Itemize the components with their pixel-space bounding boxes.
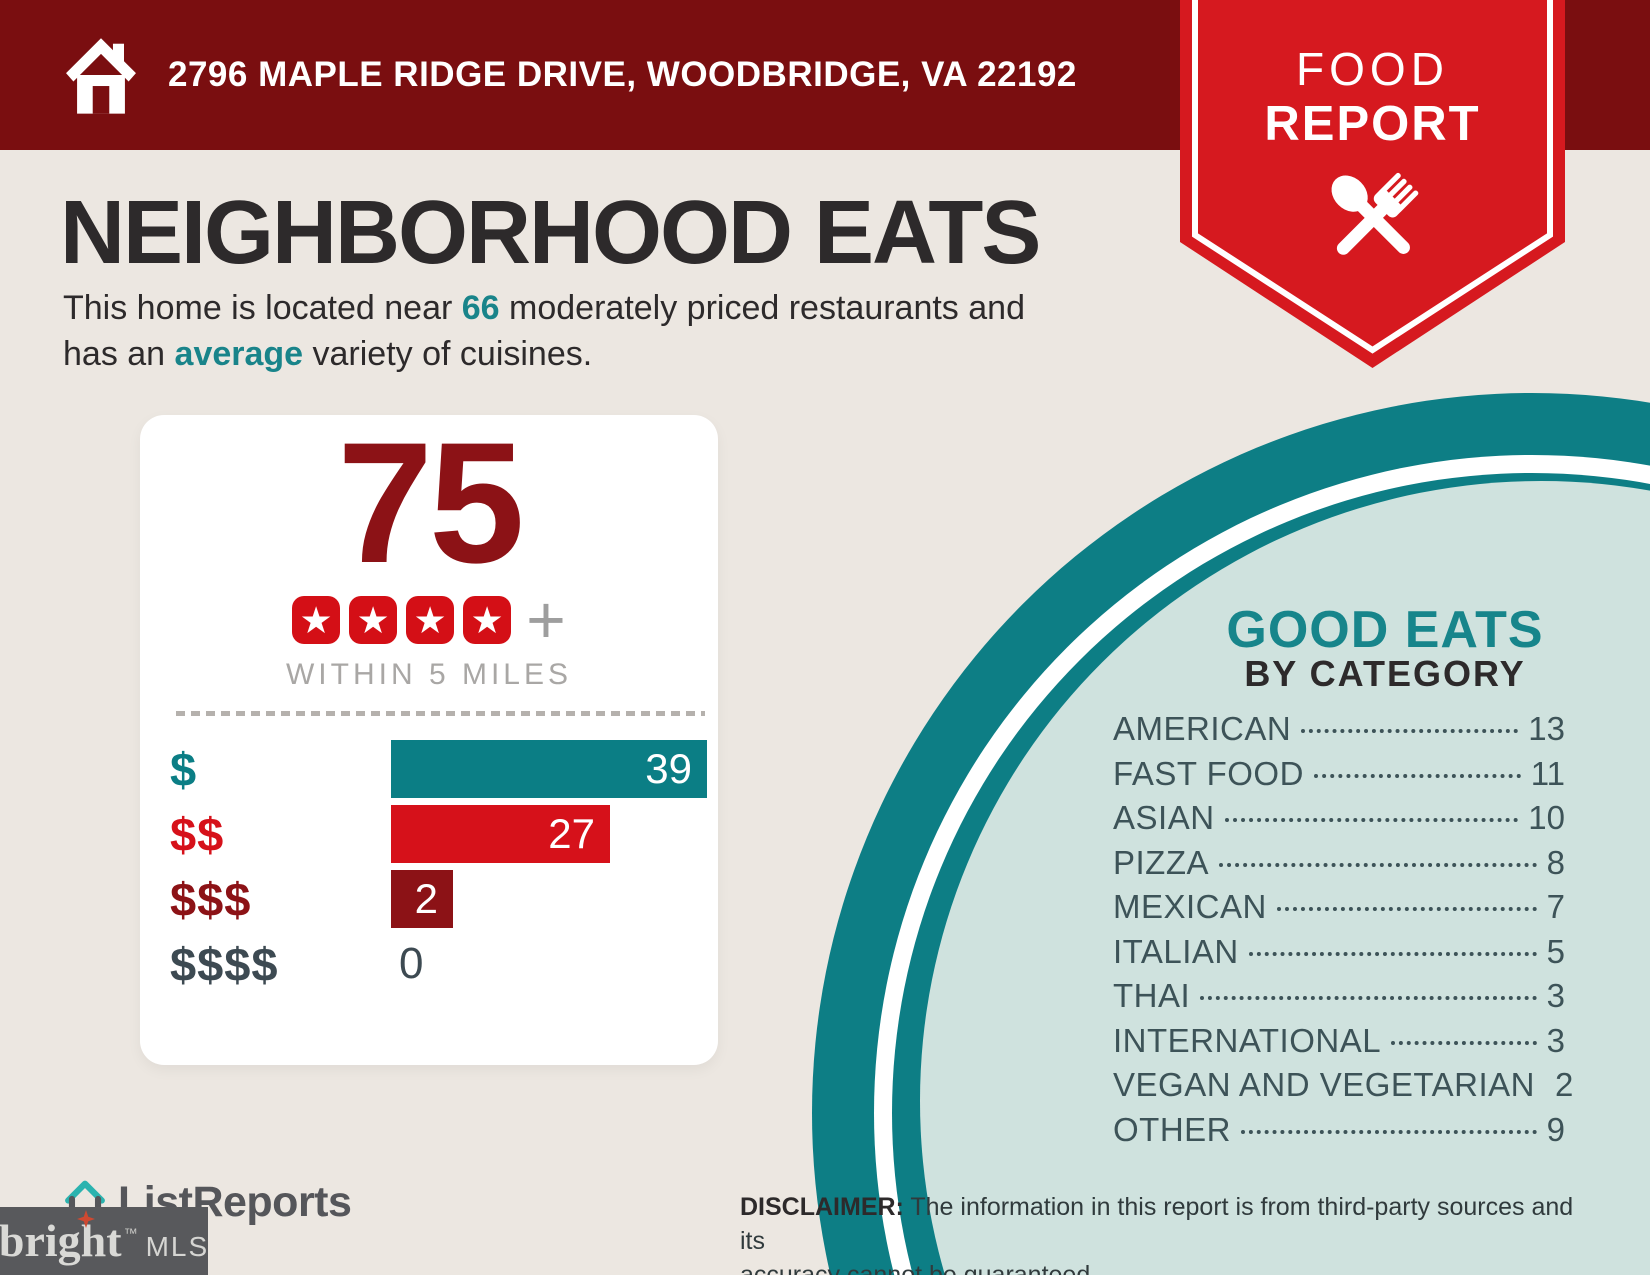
badge-word-food: FOOD xyxy=(1296,43,1449,95)
stars-container: ★ ★ ★ ★ xyxy=(292,596,512,644)
category-count: 11 xyxy=(1530,754,1565,792)
price-tier-label: $ xyxy=(170,742,198,796)
price-bar-value: 27 xyxy=(548,810,595,857)
dotted-leader xyxy=(1224,818,1519,822)
dotted-leader xyxy=(1200,996,1537,1000)
bar-track: 27 xyxy=(391,805,707,863)
rating-star-icon: ★ xyxy=(349,596,398,644)
bright-word: bright xyxy=(0,1215,122,1266)
restaurant-count: 66 xyxy=(461,289,500,327)
category-count: 8 xyxy=(1546,843,1565,881)
price-row: $$$$ 0 xyxy=(170,935,707,993)
category-count: 10 xyxy=(1528,799,1565,836)
intro-line1-post: moderately priced restaurants and xyxy=(499,289,1025,327)
badge-word-report: REPORT xyxy=(1264,97,1481,151)
category-label: AMERICAN xyxy=(1113,710,1292,747)
price-row: $39 xyxy=(170,740,707,798)
category-count: 2 xyxy=(1554,1066,1574,1103)
intro-line1-pre: This home is located near xyxy=(63,289,462,327)
price-bar-value: 39 xyxy=(645,745,692,792)
dashed-divider xyxy=(176,711,705,716)
rating-star-icon: ★ xyxy=(292,596,341,644)
dotted-leader xyxy=(1248,951,1537,956)
food-score: 75 xyxy=(337,407,524,599)
category-label: THAI xyxy=(1113,977,1191,1014)
bright-star-icon xyxy=(76,1210,95,1228)
disclaimer-line1: The information in this report is from t… xyxy=(740,1193,1574,1255)
price-tier-label: $$ xyxy=(170,807,225,861)
mls-word: MLS xyxy=(145,1231,210,1262)
home-icon xyxy=(66,38,136,114)
category-label: ITALIAN xyxy=(1113,932,1239,970)
category-label: OTHER xyxy=(1113,1110,1231,1148)
plus-sign: + xyxy=(526,582,566,658)
intro-line2-post: variety of cuisines. xyxy=(303,335,593,373)
bright-mls-wordmark: bright ™ MLS xyxy=(0,1210,210,1266)
category-count: 7 xyxy=(1546,888,1565,925)
bar-track: 0 xyxy=(391,935,707,993)
category-row: ITALIAN 5 xyxy=(1113,933,1565,978)
price-bar-value: 0 xyxy=(399,939,424,988)
price-bar: 2 xyxy=(391,870,453,928)
radius-label: WITHIN 5 MILES xyxy=(285,658,573,691)
category-row: PIZZA 8 xyxy=(1113,844,1565,889)
intro-text: This home is located near 66 moderately … xyxy=(63,285,1025,377)
food-report-badge: FOOD REPORT xyxy=(1180,0,1565,368)
disclaimer-line2: accuracy cannot be guaranteed. xyxy=(740,1261,1098,1275)
category-count: 13 xyxy=(1528,710,1565,747)
dotted-leader xyxy=(1391,1040,1537,1045)
price-bar: 27 xyxy=(391,805,610,863)
category-row: OTHER 9 xyxy=(1113,1111,1565,1156)
variety-highlight: average xyxy=(174,335,304,373)
category-row: THAI 3 xyxy=(1113,977,1565,1022)
category-count: 5 xyxy=(1546,932,1565,970)
rating-star-icon: ★ xyxy=(406,596,455,644)
category-row: MEXICAN 7 xyxy=(1113,888,1565,933)
category-row: VEGAN AND VEGETARIAN 2 xyxy=(1113,1066,1573,1111)
dotted-leader xyxy=(1313,773,1521,778)
category-label: FAST FOOD xyxy=(1113,754,1304,792)
page-title: NEIGHBORHOOD EATS xyxy=(60,183,1041,283)
dotted-leader xyxy=(1276,907,1537,911)
price-row: $$ 27 xyxy=(170,805,707,863)
good-eats-title: GOOD EATS xyxy=(1226,601,1544,659)
price-bar-value: 2 xyxy=(414,875,438,922)
category-count: 9 xyxy=(1546,1110,1565,1148)
dotted-leader xyxy=(1241,1129,1537,1134)
bar-track: 2 xyxy=(391,870,707,928)
category-list: AMERICAN 13 FAST FOOD 11 ASIAN 10 PIZZA 8 MEXICA… xyxy=(1113,710,1573,1156)
category-label: ASIAN xyxy=(1113,799,1215,836)
bar-track: 39 xyxy=(391,740,707,798)
price-row: $$$ 2 xyxy=(170,870,707,928)
star-rating: ★ ★ ★ ★ + xyxy=(140,582,718,658)
by-category-subtitle: BY CATEGORY xyxy=(1244,653,1526,694)
trademark-symbol: ™ xyxy=(123,1225,138,1241)
category-label: VEGAN AND VEGETARIAN xyxy=(1113,1066,1535,1103)
rating-star-icon: ★ xyxy=(463,596,512,644)
intro-line2-pre: has an xyxy=(63,335,175,373)
category-row: INTERNATIONAL 3 xyxy=(1113,1022,1565,1067)
ribbon-shape xyxy=(1180,0,1565,368)
bright-mls-logo: bright ™ MLS xyxy=(0,1207,208,1275)
spoon-fork-icon xyxy=(1331,172,1418,255)
dotted-leader xyxy=(1219,862,1537,867)
category-row: ASIAN 10 xyxy=(1113,799,1565,844)
category-label: PIZZA xyxy=(1113,843,1210,881)
price-bar: 39 xyxy=(391,740,707,798)
price-tier-label: $$$ xyxy=(170,872,252,926)
category-row: AMERICAN 13 xyxy=(1113,710,1565,755)
category-label: MEXICAN xyxy=(1113,888,1267,925)
price-bar-chart: $39 $$ 27 $$$ 2 $$$$ 0 xyxy=(170,740,707,1000)
dotted-leader xyxy=(1301,729,1519,733)
category-row: FAST FOOD 11 xyxy=(1113,755,1565,800)
score-card: 75 ★ ★ ★ ★ + WITHIN 5 MILES $39 $$ 27 $$$ 2 $$$$… xyxy=(140,415,718,1065)
price-tier-label: $$$$ xyxy=(170,937,279,991)
disclaimer-label: DISCLAIMER: xyxy=(740,1193,904,1221)
category-count: 3 xyxy=(1546,1021,1565,1059)
category-label: INTERNATIONAL xyxy=(1113,1021,1382,1059)
category-count: 3 xyxy=(1546,977,1565,1014)
disclaimer-text: DISCLAIMER: The information in this repo… xyxy=(740,1190,1580,1275)
property-address: 2796 MAPLE RIDGE DRIVE, WOODBRIDGE, VA 2… xyxy=(168,55,1077,94)
